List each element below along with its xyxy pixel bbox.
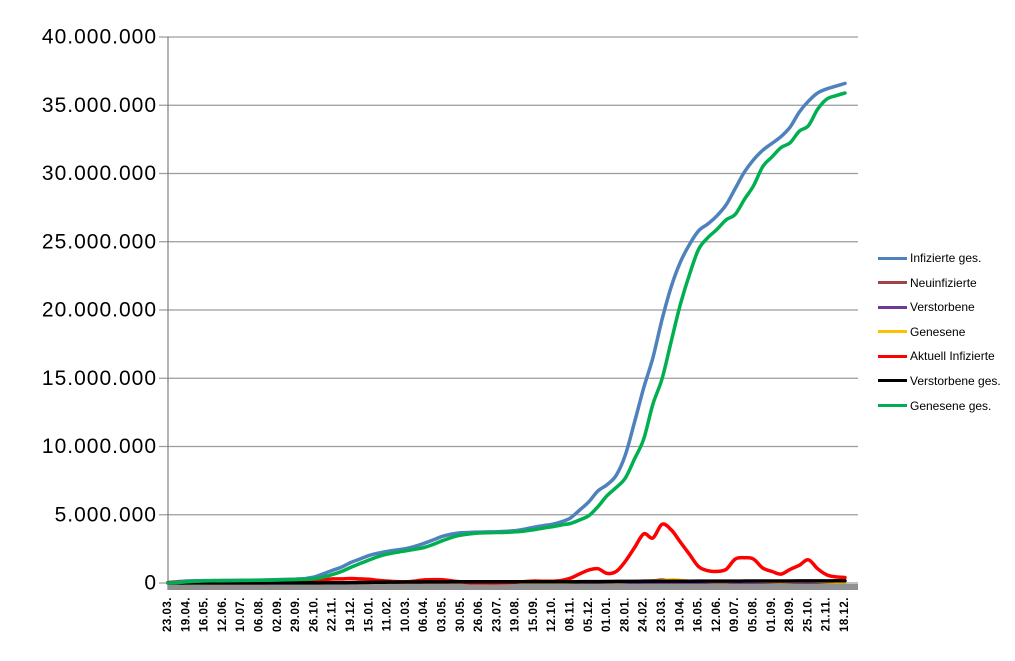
x-tick-label: 05.08. (748, 597, 760, 632)
x-tick-label: 10.03. (400, 597, 412, 632)
legend-line-swatch (878, 256, 907, 260)
x-tick-label: 11.02. (382, 597, 394, 631)
x-tick-label: 19.12. (345, 597, 357, 632)
x-tick-label: 28.01. (619, 597, 631, 632)
x-tick-label: 12.06. (217, 597, 229, 632)
x-tick-label: 01.09. (766, 597, 778, 632)
legend-label: Genesene ges. (910, 398, 992, 413)
x-tick-label: 08.11. (565, 597, 577, 631)
x-tick-label: 21.11. (821, 597, 833, 631)
legend-item: Verstorbene ges. (878, 374, 1001, 388)
x-tick-label: 23.03. (162, 597, 174, 632)
legend-item: Aktuell Infizierte (878, 349, 1001, 363)
y-tick-label: 25.000.000 (42, 230, 157, 253)
legend-label: Infizierte ges. (910, 251, 982, 265)
x-tick-label: 01.01. (601, 597, 613, 632)
x-tick-label: 22.11. (327, 597, 339, 631)
y-tick-label: 5.000.000 (55, 503, 157, 526)
y-tick-label: 30.000.000 (42, 162, 157, 185)
x-tick-label: 15.01. (363, 597, 375, 632)
y-tick-label: 0 (144, 572, 157, 595)
x-tick-label: 26.06. (473, 597, 485, 632)
legend-label: Verstorbene (910, 300, 975, 315)
x-tick-label: 06.04. (418, 597, 430, 632)
legend-line-swatch (878, 404, 907, 408)
legend-item: Genesene ges. (878, 399, 1001, 413)
x-tick-label: 19.08. (510, 597, 522, 632)
x-tick-label: 09.07. (729, 597, 741, 632)
series-line-infizierte-ges (166, 81, 847, 585)
x-tick-label: 12.06. (711, 597, 723, 632)
legend-label: Neuinfizierte (910, 275, 977, 290)
series-line-genesene-ges (166, 91, 847, 585)
x-tick-label: 23.07. (491, 597, 503, 632)
y-tick-label: 15.000.000 (42, 367, 157, 390)
x-tick-label: 19.04. (674, 597, 686, 632)
legend-label: Aktuell Infizierte (910, 349, 995, 364)
x-tick-label: 05.12. (583, 597, 595, 632)
legend-item: Genesene (878, 325, 1001, 339)
x-axis-bar (168, 584, 858, 590)
x-tick-label: 06.08. (253, 597, 265, 632)
series-line-verstorbene-ges (166, 579, 847, 585)
legend-label: Genesene (910, 324, 966, 339)
x-tick-label: 15.09. (528, 597, 540, 632)
x-tick-label: 19.04. (180, 597, 192, 632)
legend-label: Verstorbene ges. (910, 373, 1001, 388)
x-tick-label: 25.10. (802, 597, 814, 632)
legend-item: Neuinfizierte (878, 276, 1001, 290)
y-tick-label: 40.000.000 (42, 26, 157, 49)
x-tick-label: 24.02. (638, 597, 650, 632)
x-tick-label: 18.12. (839, 597, 851, 632)
x-tick-label: 26.10. (308, 597, 320, 632)
y-tick-label: 35.000.000 (42, 94, 157, 117)
legend: Infizierte ges. Neuinfizierte Verstorbene G… (878, 251, 1001, 423)
x-tick-label: 10.07. (235, 597, 247, 632)
x-tick-label: 03.05. (436, 597, 448, 632)
legend-line-swatch (878, 330, 907, 334)
x-tick-label: 23.03. (656, 597, 668, 632)
legend-item: Verstorbene (878, 300, 1001, 314)
x-tick-label: 28.09. (784, 597, 796, 632)
x-tick-label: 02.09. (272, 597, 284, 632)
x-tick-label: 30.05. (455, 597, 467, 632)
y-tick-label: 20.000.000 (42, 299, 157, 322)
x-tick-label: 29.09. (290, 597, 302, 632)
x-tick-label: 12.10. (546, 597, 558, 632)
legend-item: Infizierte ges. (878, 251, 1001, 265)
y-tick-label: 10.000.000 (42, 435, 157, 458)
legend-line-swatch (878, 379, 907, 383)
x-tick-label: 16.05. (199, 597, 211, 632)
legend-line-swatch (878, 305, 907, 309)
legend-line-swatch (878, 281, 907, 285)
x-tick-label: 16.05. (693, 597, 705, 632)
legend-line-swatch (878, 354, 907, 358)
